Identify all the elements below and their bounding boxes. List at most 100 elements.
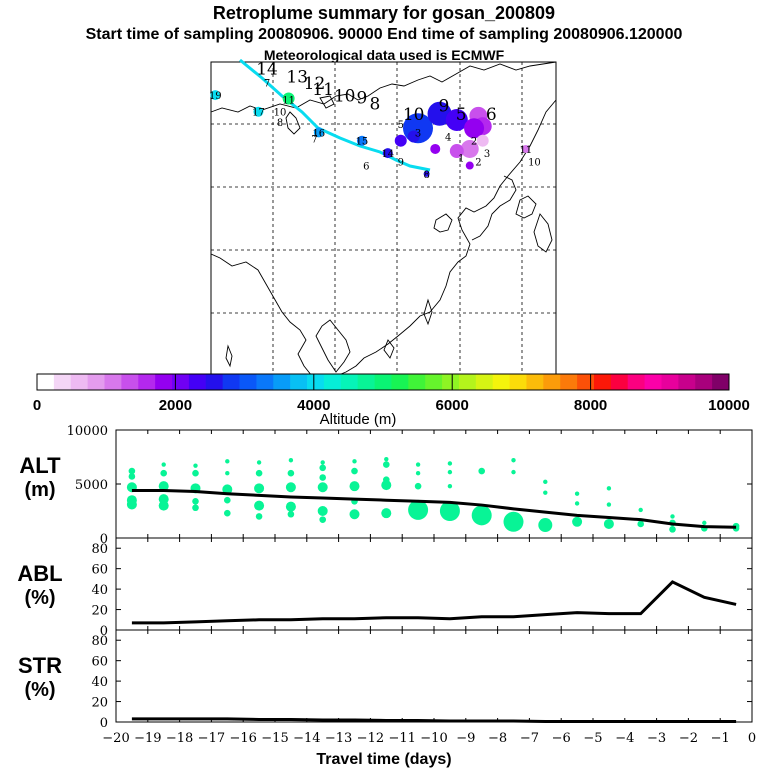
colorbar-swatch (70, 374, 89, 390)
altitude-point (478, 467, 486, 475)
x-tick-label: −13 (325, 731, 352, 746)
y-tick-label: 0 (100, 624, 108, 639)
x-tick-label: −6 (552, 731, 571, 746)
cluster-blob (423, 170, 430, 177)
colorbar-swatch (188, 374, 207, 390)
altitude-point (158, 481, 169, 492)
y-tick-label: 0 (100, 532, 108, 547)
colorbar-swatch (307, 374, 325, 390)
altitude-point (702, 520, 707, 526)
colorbar-swatch (53, 374, 72, 390)
map-frame (210, 61, 557, 377)
altitude-point (574, 501, 580, 506)
x-tick-label: −18 (166, 731, 193, 746)
cluster-blob (521, 144, 530, 153)
x-tick-label: −16 (229, 731, 256, 746)
altitude-point (447, 469, 453, 475)
altitude-point (606, 486, 612, 491)
altitude-point (511, 458, 516, 463)
cluster-day-label: 2 (471, 137, 477, 148)
cluster-day-label: 3 (484, 149, 490, 160)
cluster-day-label: 19 (209, 91, 222, 102)
altitude-point (439, 501, 460, 521)
x-tick-label: −5 (583, 731, 602, 746)
colorbar-swatch (509, 374, 527, 390)
cluster-blob (464, 118, 485, 139)
altitude-point (126, 499, 137, 510)
altitude-point (669, 526, 676, 533)
trajectory-day-label: 6 (486, 105, 497, 125)
trajectory-day-label: 9 (438, 97, 449, 117)
cluster-blob (430, 143, 441, 154)
colorbar-tick-label: 8000 (574, 397, 607, 414)
altitude-point (317, 482, 328, 493)
x-tick-label: −9 (456, 731, 475, 746)
altitude-point (285, 482, 296, 493)
colorbar-swatch (340, 374, 359, 390)
colorbar-swatch (205, 374, 224, 390)
cluster-day-label: 4 (445, 133, 451, 144)
trajectory-day-label: 14 (256, 59, 278, 79)
x-tick-label: −11 (388, 731, 415, 746)
panel-frame (115, 537, 753, 631)
colorbar-swatch (87, 374, 105, 390)
altitude-point (193, 463, 198, 468)
altitude-point (255, 513, 263, 520)
altitude-point (381, 508, 392, 519)
colorbar-swatch (256, 374, 274, 390)
x-tick-label: −2 (679, 731, 698, 746)
cluster-day-label: 17 (252, 108, 265, 119)
sampling-time-line: Start time of sampling 20080906. 90000 E… (85, 26, 683, 43)
altitude-point (320, 460, 325, 465)
cluster-blob (356, 135, 367, 146)
altitude-point (225, 471, 230, 476)
altitude-point (319, 516, 327, 523)
colorbar-tick-label: 6000 (436, 397, 469, 414)
x-tick-label: −17 (198, 731, 225, 746)
chart-title: Retroplume summary for gosan_200809 (212, 3, 556, 23)
altitude-point (349, 509, 360, 520)
y-tick-label: 40 (91, 583, 108, 598)
colorbar-tick-label: 0 (33, 397, 41, 414)
cluster-blob (253, 106, 264, 117)
colorbar-swatch (678, 374, 696, 390)
y-tick-label: 80 (91, 542, 108, 557)
cluster-blob (476, 134, 489, 147)
colorbar-swatch (458, 374, 477, 390)
colorbar-swatch (627, 374, 646, 390)
cluster-day-label: 3 (415, 128, 421, 139)
altitude-point (128, 467, 136, 475)
panel-unit-str: (%) (24, 679, 55, 701)
cluster-day-label: 15 (356, 137, 369, 148)
colorbar-swatch (712, 374, 730, 390)
altitude-point (319, 474, 327, 481)
cluster-blob (465, 161, 474, 170)
x-tick-label: −4 (615, 731, 634, 746)
altitude-point (603, 518, 614, 529)
cluster-blob (382, 148, 393, 159)
cluster-day-label: 11 (282, 95, 295, 106)
colorbar-tick-label: 10000 (708, 397, 750, 414)
y-tick-label: 40 (91, 675, 108, 690)
coastlines (210, 61, 557, 377)
altitude-point (637, 520, 644, 528)
cluster-blob (449, 144, 464, 159)
altitude-point (287, 469, 295, 477)
x-axis-label: Travel time (days) (316, 751, 451, 768)
colorbar-swatch (644, 374, 662, 390)
altitude-point (349, 481, 360, 492)
colorbar-swatch (273, 374, 291, 390)
altitude-point (383, 461, 390, 468)
altitude-point (224, 509, 231, 517)
y-tick-label: 80 (91, 634, 108, 649)
colorbar-swatch (37, 374, 55, 390)
x-tick-label: 0 (748, 731, 756, 746)
abl-line (131, 580, 737, 625)
cluster-day-label: 10 (274, 108, 287, 119)
altitude-point (222, 484, 233, 495)
altitude-point (192, 497, 199, 505)
trajectory-day-label: 10 (334, 86, 356, 106)
trajectory-day-label: 13 (286, 68, 308, 88)
